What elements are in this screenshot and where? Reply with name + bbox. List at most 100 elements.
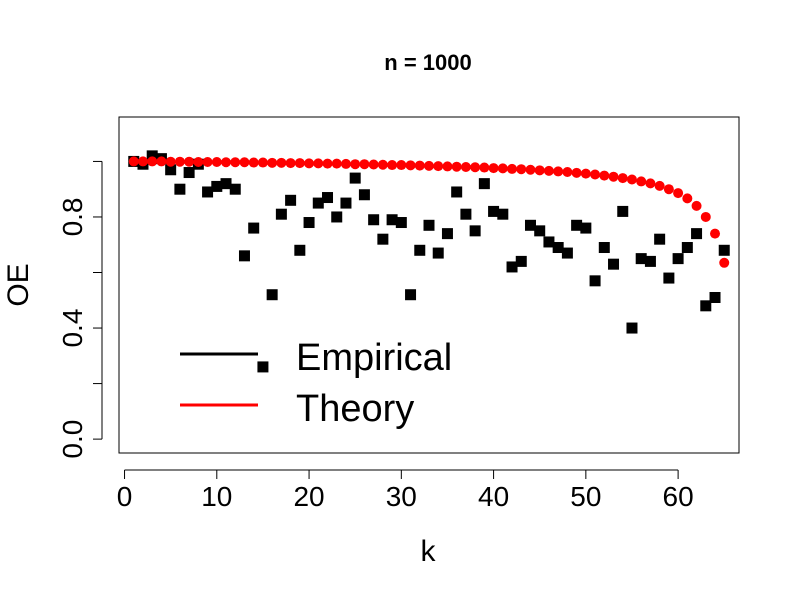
point-empirical [718, 244, 730, 256]
point-theory [700, 211, 711, 222]
point-theory [562, 166, 573, 177]
x-axis: 0 10 20 30 40 50 60 [117, 469, 694, 512]
point-empirical [691, 228, 703, 240]
point-theory [340, 158, 351, 169]
point-theory [451, 161, 462, 172]
point-theory [202, 156, 213, 167]
point-empirical [561, 247, 573, 259]
series-theory [128, 156, 730, 268]
point-theory [571, 167, 582, 178]
point-empirical [441, 228, 453, 240]
point-empirical [174, 183, 186, 195]
point-theory [488, 163, 499, 174]
point-theory [248, 157, 259, 168]
point-empirical [395, 217, 407, 229]
point-empirical [238, 250, 250, 262]
point-theory [128, 156, 139, 167]
point-empirical [654, 233, 666, 245]
point-empirical [451, 186, 463, 198]
point-theory [719, 257, 730, 268]
point-theory [479, 162, 490, 173]
x-tick-label: 40 [478, 481, 509, 512]
point-theory [654, 180, 665, 191]
point-theory [590, 169, 601, 180]
point-theory [137, 156, 148, 167]
point-empirical [460, 208, 472, 220]
point-empirical [405, 289, 417, 301]
point-empirical [608, 258, 620, 270]
point-theory [608, 171, 619, 182]
plot-frame [118, 116, 740, 454]
point-empirical [497, 208, 509, 220]
point-theory [396, 160, 407, 171]
point-theory [691, 200, 702, 211]
series-layer [128, 150, 730, 373]
point-empirical [294, 244, 306, 256]
x-tick-label: 50 [570, 481, 601, 512]
point-empirical [709, 291, 721, 303]
point-theory [368, 159, 379, 170]
point-empirical [626, 322, 638, 334]
point-empirical [322, 192, 334, 204]
point-theory [350, 159, 361, 170]
point-theory [156, 156, 167, 167]
x-tick-label: 60 [663, 481, 694, 512]
point-theory [516, 164, 527, 175]
point-empirical [488, 205, 500, 217]
point-theory [636, 176, 647, 187]
y-axis-label: OE [2, 263, 35, 306]
point-theory [239, 157, 250, 168]
point-theory [497, 163, 508, 174]
point-empirical [220, 178, 232, 190]
point-empirical [414, 244, 426, 256]
point-theory [710, 228, 721, 239]
point-empirical [644, 255, 656, 267]
legend-label-empirical: Empirical [296, 337, 452, 379]
point-empirical [552, 242, 564, 254]
point-theory [507, 163, 518, 174]
point-theory [682, 193, 693, 204]
point-theory [304, 158, 315, 169]
point-theory [359, 159, 370, 170]
point-theory [174, 156, 185, 167]
point-theory [645, 178, 656, 189]
point-empirical [672, 253, 684, 265]
x-tick-label: 30 [386, 481, 417, 512]
point-theory [525, 164, 536, 175]
x-tick-label: 0 [117, 481, 133, 512]
point-empirical [183, 167, 195, 179]
point-empirical [469, 225, 481, 237]
point-theory [534, 165, 545, 176]
point-empirical [165, 164, 177, 176]
point-empirical [285, 194, 297, 206]
point-theory [221, 157, 232, 168]
point-empirical [312, 197, 324, 209]
point-theory [147, 156, 158, 167]
point-empirical [589, 275, 601, 287]
point-empirical [700, 300, 712, 312]
legend: Empirical Theory [180, 337, 452, 430]
point-empirical [377, 233, 389, 245]
point-theory [673, 188, 684, 199]
point-theory [580, 168, 591, 179]
point-theory [442, 161, 453, 172]
point-empirical [368, 214, 380, 226]
point-empirical [515, 255, 527, 267]
point-empirical [635, 253, 647, 265]
point-empirical [580, 222, 592, 234]
point-empirical [358, 189, 370, 201]
point-empirical [229, 183, 241, 195]
point-empirical [349, 172, 361, 184]
point-empirical [211, 180, 223, 192]
point-theory [543, 165, 554, 176]
point-theory [331, 158, 342, 169]
point-theory [433, 161, 444, 172]
point-theory [285, 158, 296, 169]
x-tick-label: 20 [293, 481, 324, 512]
point-empirical [432, 247, 444, 259]
point-empirical [423, 219, 435, 231]
point-theory [599, 170, 610, 181]
point-theory [460, 161, 471, 172]
point-empirical [506, 261, 518, 273]
point-theory [617, 173, 628, 184]
